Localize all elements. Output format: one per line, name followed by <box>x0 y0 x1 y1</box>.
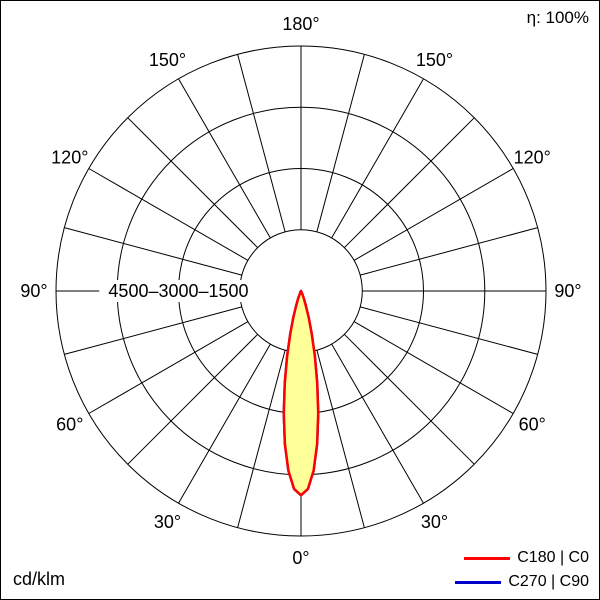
grid-spoke <box>64 306 242 355</box>
angle-label-90: 90° <box>20 281 47 301</box>
angle-label-120: 120° <box>51 148 88 168</box>
legend-line-c270-c90 <box>455 580 502 584</box>
grid-spoke <box>316 54 365 232</box>
grid-spoke <box>331 343 424 504</box>
angle-label-150: 150° <box>149 50 186 70</box>
grid-spoke <box>343 333 475 465</box>
angle-label-30: 30° <box>154 512 181 532</box>
angle-label-180: 180° <box>282 14 319 34</box>
grid-spoke <box>331 78 424 239</box>
radial-scale-backing <box>99 280 254 302</box>
angle-label-30: 30° <box>421 512 448 532</box>
legend-line-c180-c0 <box>464 556 511 560</box>
legend-label-c180-c0: C180 | C0 <box>517 549 589 566</box>
grid-spoke <box>178 343 271 504</box>
grid-spoke <box>316 350 365 528</box>
legend-item-c180-c0: C180 | C0 <box>455 549 589 567</box>
grid-spoke <box>178 78 271 239</box>
grid-spoke <box>88 321 249 414</box>
legend-label-c270-c90: C270 | C90 <box>508 573 589 590</box>
beam-curve-c180-c0 <box>282 289 320 497</box>
angle-label-60: 60° <box>519 415 546 435</box>
grid-spoke <box>64 227 242 276</box>
legend: C180 | C0 C270 | C90 <box>455 549 589 591</box>
grid-spoke <box>127 333 259 465</box>
radial-scale-label: 4500–3000–1500 <box>108 281 248 301</box>
angle-label-120: 120° <box>514 148 551 168</box>
grid-spoke <box>353 168 514 261</box>
grid-spoke <box>360 227 538 276</box>
angle-label-90: 90° <box>554 281 581 301</box>
legend-item-c270-c90: C270 | C90 <box>455 573 589 591</box>
angle-label-150: 150° <box>416 50 453 70</box>
angle-label-60: 60° <box>56 415 83 435</box>
polar-grid <box>55 45 547 537</box>
unit-label: cd/klm <box>13 569 66 589</box>
angle-label-0: 0° <box>292 548 309 568</box>
grid-spoke <box>237 350 286 528</box>
grid-spoke <box>88 168 249 261</box>
grid-spoke <box>360 306 538 355</box>
grid-spoke <box>127 117 259 249</box>
efficiency-label: η: 100% <box>526 8 589 27</box>
grid-spoke <box>237 54 286 232</box>
grid-spoke <box>343 117 475 249</box>
grid-spoke <box>353 321 514 414</box>
